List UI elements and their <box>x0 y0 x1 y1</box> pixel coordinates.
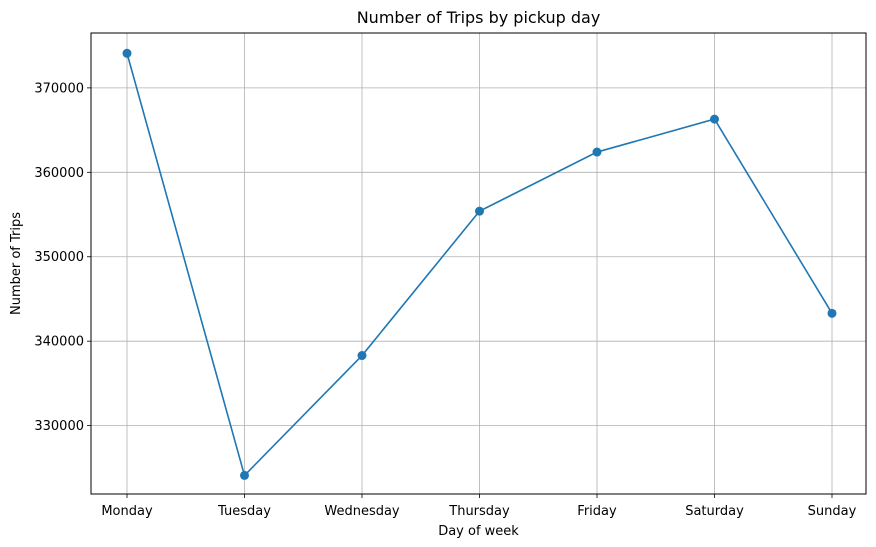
chart-title: Number of Trips by pickup day <box>357 8 601 27</box>
data-point <box>240 470 249 480</box>
y-tick-label: 360000 <box>34 166 84 181</box>
x-tick-label: Wednesday <box>324 504 400 519</box>
y-tick-label: 350000 <box>34 250 84 265</box>
data-point <box>592 147 602 157</box>
series-layer <box>122 48 837 480</box>
x-tick-label: Tuesday <box>217 504 271 519</box>
y-tick-label: 330000 <box>34 419 84 434</box>
plot-area-frame <box>90 32 867 495</box>
x-axis-label: Day of week <box>438 524 519 539</box>
data-point <box>827 308 837 318</box>
data-point <box>710 114 719 124</box>
x-tick-label: Thursday <box>448 504 510 519</box>
x-tick-label: Sunday <box>808 504 857 519</box>
grid-lines <box>91 33 866 494</box>
y-axis-label: Number of Trips <box>9 212 24 315</box>
x-tick-label: Monday <box>101 504 153 519</box>
x-tick-label: Friday <box>577 504 617 519</box>
y-tick-label: 370000 <box>34 81 84 96</box>
data-point <box>122 48 132 58</box>
axis-ticks: Monday Tuesday Wednesday Thursday Friday Satu… <box>34 81 856 519</box>
data-point <box>357 351 367 361</box>
data-point <box>475 206 484 216</box>
y-tick-label: 340000 <box>34 335 84 350</box>
x-tick-label: Saturday <box>685 504 744 519</box>
